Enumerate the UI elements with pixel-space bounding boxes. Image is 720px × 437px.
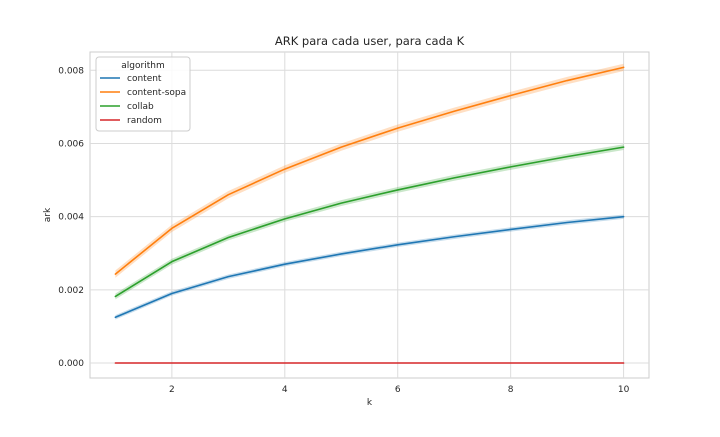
x-tick-label: 2 [169,385,175,395]
legend-items: content content-sopa collab random [100,74,186,126]
line-content [114,215,625,319]
series-lines [114,66,625,364]
x-tick-label: 6 [395,385,401,395]
legend-label-random: random [127,116,162,126]
x-tick-label: 4 [282,385,288,395]
y-tick-label: 0.008 [58,66,84,76]
line-content-sopa [114,66,625,275]
legend-label-content: content [127,74,162,84]
x-tick-labels: 2 4 6 8 10 [169,385,630,395]
x-tick-label: 10 [618,385,630,395]
legend: algorithm content content-sopa collab rando… [95,56,191,132]
legend-label-collab: collab [127,102,154,112]
y-tick-label: 0.000 [58,359,84,369]
y-tick-labels: 0.000 0.002 0.004 0.006 0.008 [58,66,84,369]
y-axis-label: ark [43,207,53,222]
y-tick-label: 0.006 [58,139,84,149]
y-tick-label: 0.002 [58,286,84,296]
line-collab [114,146,625,298]
chart-title: ARK para cada user, para cada K [275,34,465,48]
x-axis-label: k [367,398,373,408]
x-tick-label: 8 [508,385,514,395]
legend-title: algorithm [121,61,164,71]
y-tick-label: 0.004 [58,213,84,223]
legend-label-content-sopa: content-sopa [127,88,186,98]
legend-box [95,56,191,132]
